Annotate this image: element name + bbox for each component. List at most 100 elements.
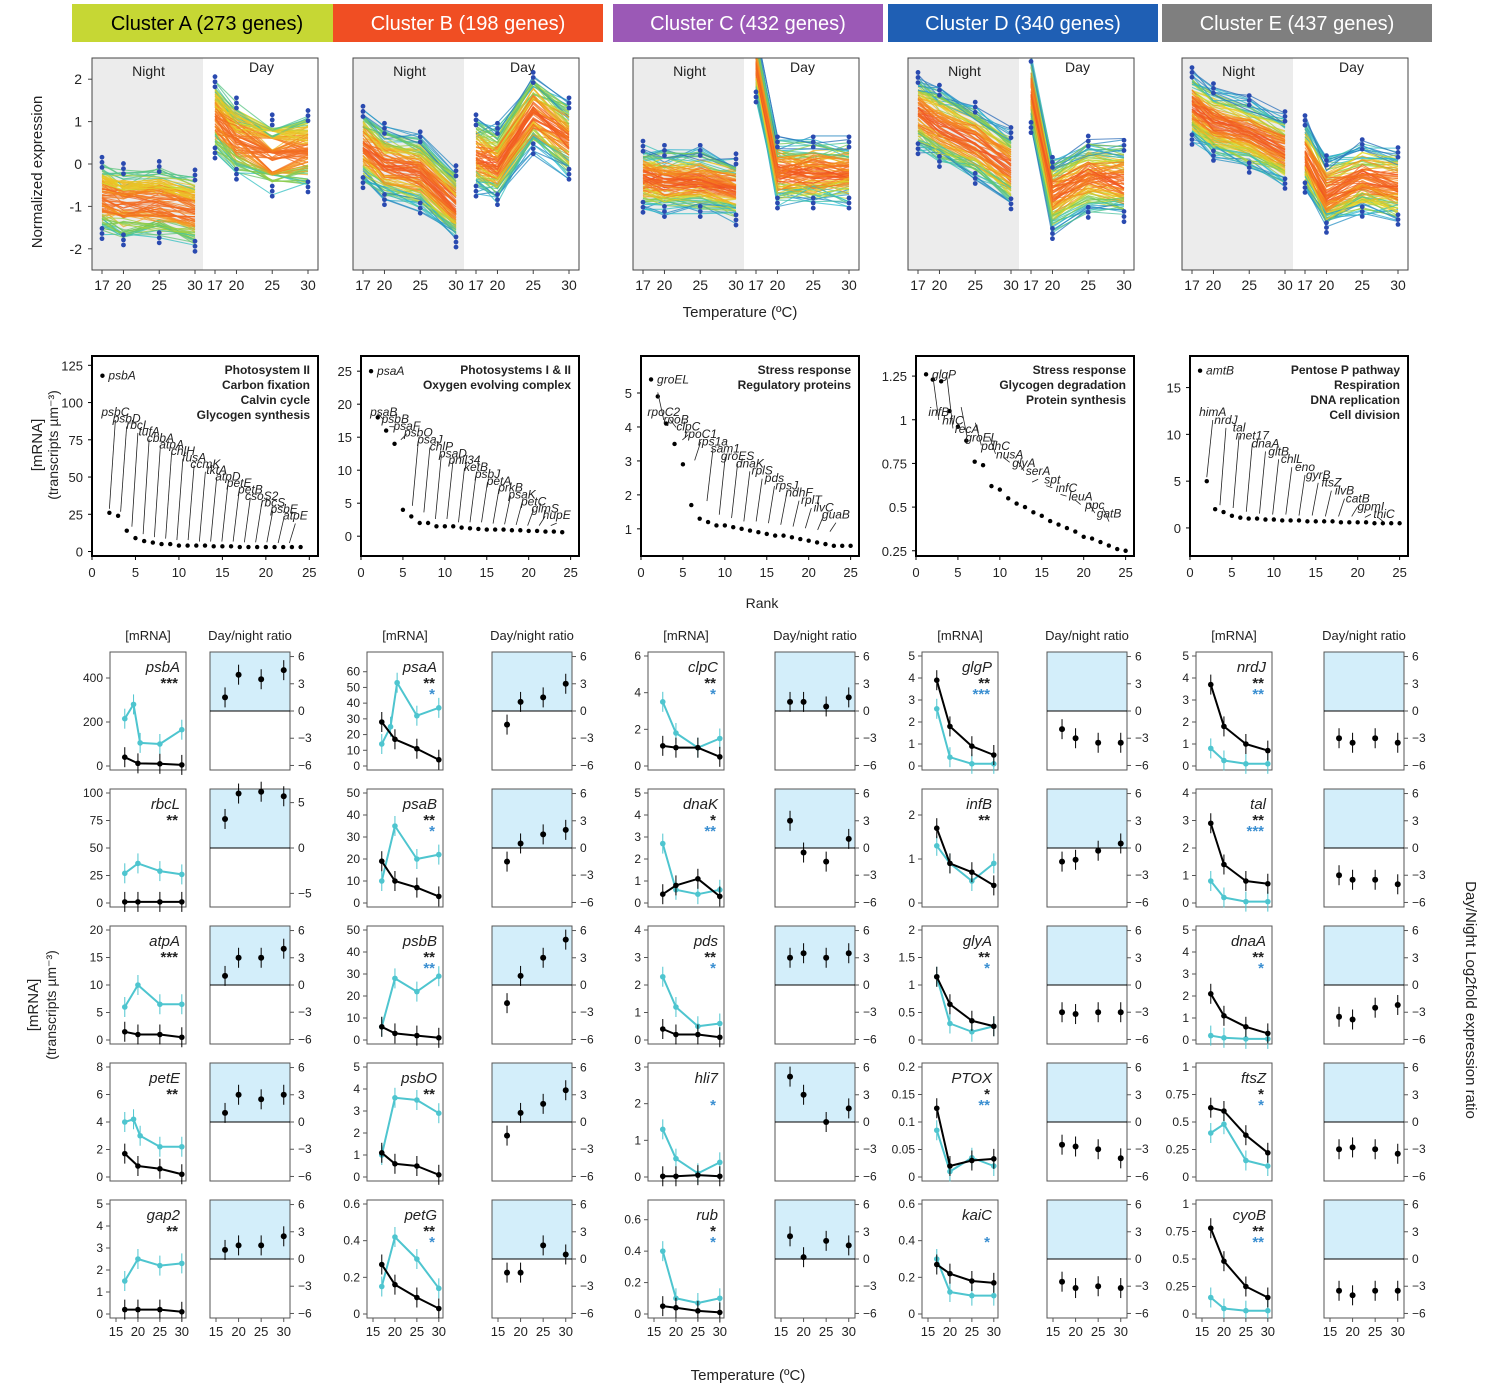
extreme-point (1121, 219, 1127, 225)
ratio-tick-label: −6 (1135, 895, 1149, 909)
x-tick-label: 30 (187, 277, 203, 293)
dark-point (947, 860, 953, 867)
mrna-frame (366, 1199, 444, 1319)
light-point (179, 1143, 185, 1150)
extreme-point (212, 74, 218, 80)
ratio-header: Day/night ratio (1045, 628, 1129, 643)
extreme-point (1085, 133, 1091, 139)
ratio-point (504, 1000, 511, 1007)
ratio-day-shade (210, 1063, 290, 1122)
extreme-point (417, 210, 423, 216)
x-tick-label: 30 (1391, 1324, 1405, 1339)
rank-leader (377, 413, 385, 421)
dark-point (1265, 880, 1271, 887)
extreme-point (697, 204, 703, 209)
dark-point (695, 744, 701, 751)
rank-gene-label: ppc (1084, 498, 1104, 512)
ratio-point (280, 945, 287, 952)
y-tick-label: 30 (347, 830, 361, 844)
ratio-tick-label: 6 (863, 1198, 870, 1212)
profile-lines (99, 74, 311, 254)
light-line (124, 862, 182, 876)
rank-category: Photosystem II (225, 363, 310, 377)
rank-point (663, 421, 669, 426)
rank-gene-label: guaB (822, 508, 850, 522)
cluster-title: Cluster C (432 genes) (650, 13, 846, 35)
rank-leader (515, 502, 523, 526)
light-point (969, 1028, 975, 1035)
extreme-point (1282, 176, 1288, 182)
expression-line (475, 97, 570, 153)
ratio-tick-label: 3 (298, 1225, 305, 1239)
x-tick-label: 5 (679, 565, 686, 580)
extreme-point (234, 171, 239, 177)
rank-point (1280, 518, 1285, 523)
ratio-point (235, 1242, 242, 1249)
rank-point (1006, 496, 1011, 501)
x-tick-label: 17 (748, 277, 764, 293)
rank-gene-label: psaJ (416, 433, 443, 447)
x-tick-label: 15 (480, 565, 494, 580)
ratio-point (1095, 1146, 1102, 1153)
extreme-point (417, 129, 423, 135)
expression-line (1304, 114, 1399, 172)
extreme-point (530, 70, 536, 75)
x-tick-label: 20 (1076, 565, 1090, 580)
profile-lines (360, 70, 572, 250)
rank-gene-label: psaF (392, 419, 420, 433)
extreme-point (99, 164, 105, 170)
rank-point (509, 528, 515, 533)
rank-point (400, 507, 406, 512)
ratio-point (235, 671, 242, 678)
extreme-point (640, 143, 646, 149)
ratio-tick-label: 6 (298, 650, 305, 664)
gene-name: PTOX (951, 1070, 993, 1087)
expression-line (101, 192, 196, 202)
rank-point (368, 368, 374, 374)
rank-point (1238, 515, 1243, 520)
expression-line (475, 82, 570, 135)
ratio-tick-label: −6 (1412, 1306, 1426, 1320)
rank-gene-label: atpA (159, 437, 184, 451)
ratio-point (845, 1242, 852, 1249)
y-tick-label: 0 (908, 1033, 915, 1047)
expression-line (1030, 65, 1125, 176)
ratio-point (823, 703, 830, 710)
extreme-point (1246, 102, 1252, 108)
dark-line (662, 877, 721, 898)
light-point (387, 723, 394, 730)
extreme-point (775, 200, 780, 206)
extreme-point (775, 205, 780, 211)
expression-line (642, 196, 737, 208)
x-tick-label: 15 (209, 1324, 223, 1339)
light-point (130, 1116, 137, 1123)
expression-line (1030, 124, 1125, 231)
expression-line (214, 110, 309, 151)
extreme-point (192, 177, 198, 183)
extreme-point (972, 109, 978, 115)
significance-blue: * (429, 823, 435, 840)
expression-line (101, 174, 196, 200)
ratio-tick-label: −6 (1412, 758, 1426, 772)
dark-point (673, 1304, 679, 1311)
dark-point (414, 1032, 420, 1039)
extreme-point (1008, 201, 1014, 207)
ratio-day-shade (1324, 926, 1404, 985)
rank-category: Cell division (1329, 408, 1400, 422)
rank-leader (974, 422, 982, 446)
expression-line (362, 150, 457, 215)
y-tick-label: 2 (625, 488, 632, 503)
light-line (1210, 1123, 1269, 1167)
rank-leader (932, 375, 940, 421)
extreme-point (775, 144, 780, 150)
rank-point (159, 541, 164, 547)
expression-line (642, 174, 737, 189)
expression-line (642, 157, 737, 175)
night-label: Night (393, 63, 426, 79)
extreme-point (915, 151, 921, 157)
light-point (1207, 1130, 1214, 1136)
y-tick-label: 75 (69, 433, 83, 448)
rank-point (840, 543, 845, 549)
